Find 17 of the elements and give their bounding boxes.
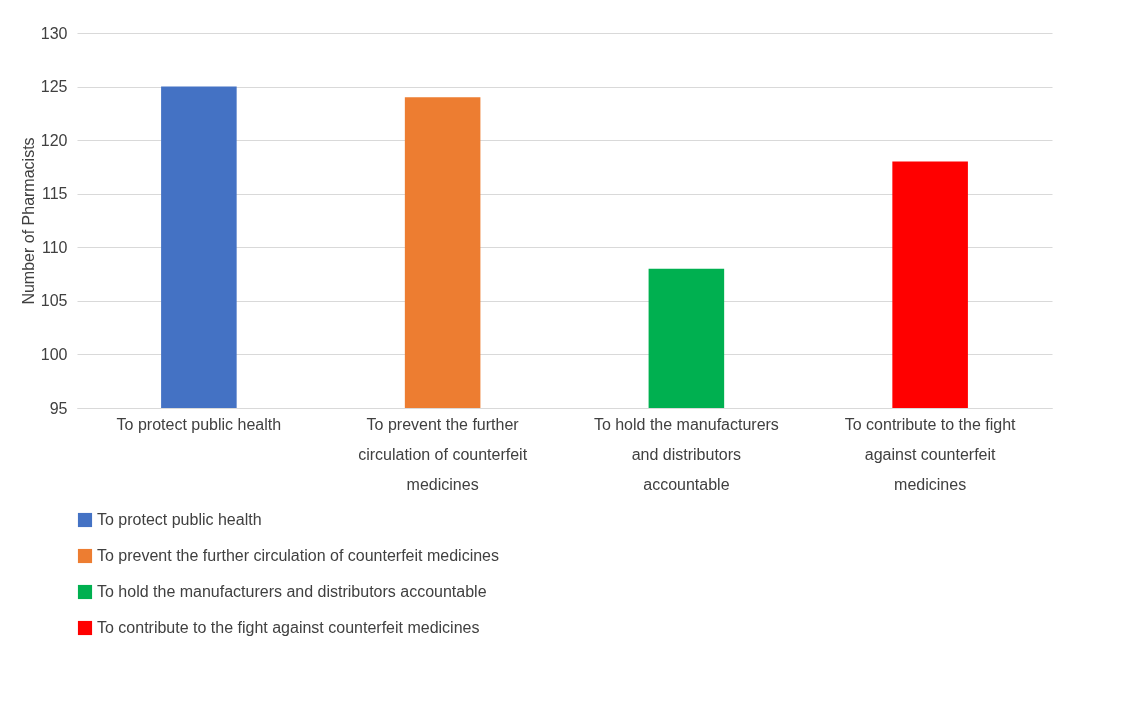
legend-label: To prevent the further circulation of counterfeit medicines: [97, 547, 499, 564]
legend-label: To hold the manufacturers and distributors accountable: [97, 583, 487, 600]
x-tick-label: To prevent the further circulation of counterfeit medicines: [358, 415, 528, 493]
y-tick-label: 95: [49, 399, 68, 417]
x-tick-label: To protect public health: [116, 415, 282, 433]
y-tick-label: 125: [40, 78, 68, 96]
y-tick-label: 100: [40, 345, 68, 363]
y-tick-label: 105: [40, 292, 68, 310]
y-tick-label: 110: [41, 238, 68, 256]
y-tick-label: 115: [41, 185, 68, 203]
y-axis-title: Number of Pharmacists: [19, 137, 37, 305]
x-tick-label: To hold the manufacturers and distributors accountable: [593, 415, 779, 493]
y-tick-label: 120: [40, 131, 68, 149]
x-tick-label: To contribute to the fight against counterfeit medicines: [844, 415, 1017, 493]
y-tick-label: 130: [40, 24, 68, 42]
legend-label: To contribute to the fight against counterfeit medicines: [97, 619, 480, 636]
legend-label: To protect public health: [97, 511, 262, 528]
